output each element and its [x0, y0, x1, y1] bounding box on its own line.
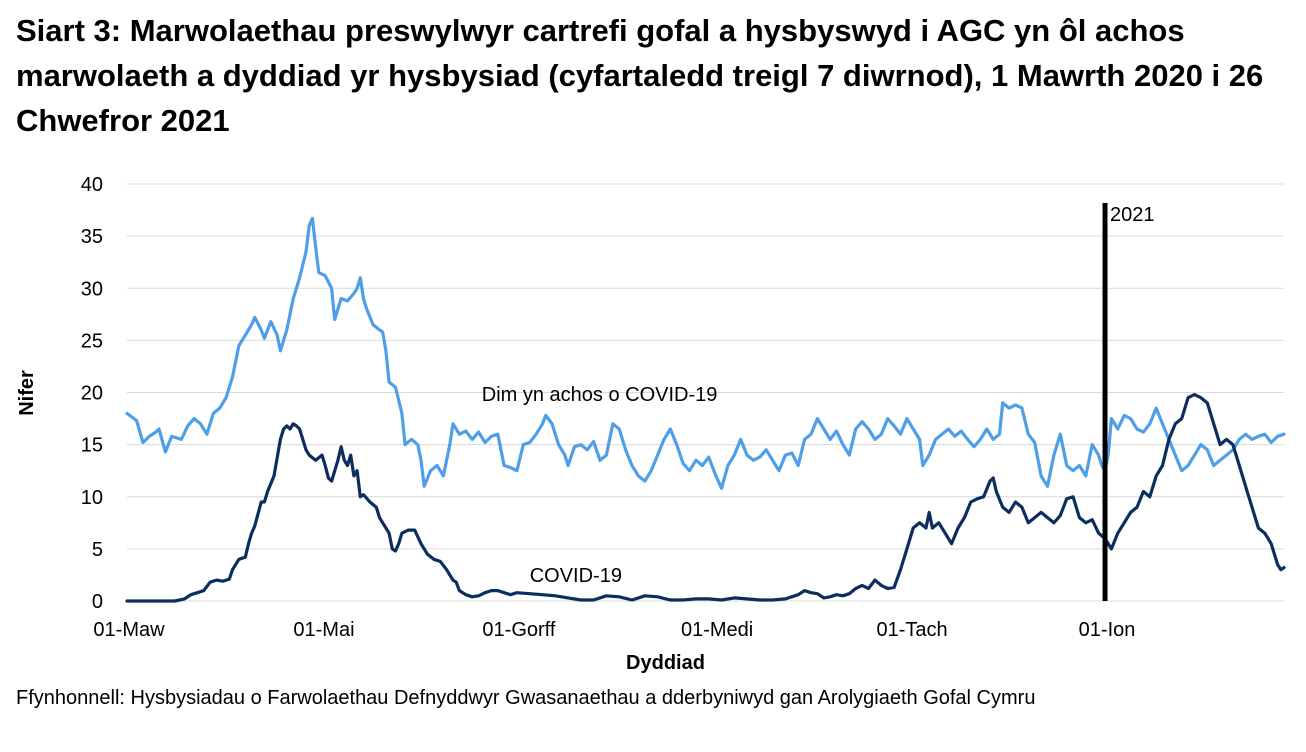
series-line-non-covid: [125, 216, 1286, 490]
y-tick-label: 35: [81, 226, 103, 248]
y-tick-label: 20: [81, 383, 103, 405]
year-marker: 2021: [1102, 203, 1155, 601]
x-tick-label: 01-Mai: [293, 619, 354, 641]
y-axis-title: Nifer: [16, 370, 38, 416]
y-tick-label: 30: [81, 278, 103, 300]
x-axis-title: Dyddiad: [626, 652, 705, 674]
y-tick-label: 25: [81, 330, 103, 352]
series-lines: [125, 216, 1286, 603]
x-tick-label: 01-Gorff: [482, 619, 555, 641]
x-tick-label: 01-Medi: [681, 619, 753, 641]
x-tick-label: 01-Tach: [876, 619, 947, 641]
series-line-covid: [125, 393, 1286, 603]
x-tick-label: 01-Ion: [1079, 619, 1136, 641]
y-tick-labels: 0 5 10 15 20 25 30 35 40: [81, 174, 103, 613]
y-tick-label: 10: [81, 487, 103, 509]
year-marker-label: 2021: [1110, 204, 1155, 226]
y-tick-label: 5: [92, 539, 103, 561]
y-tick-label: 15: [81, 435, 103, 457]
series-labels: Dim yn achos o COVID-19 COVID-19: [482, 384, 718, 587]
x-tick-label: 01-Maw: [93, 619, 165, 641]
y-tick-label: 40: [81, 174, 103, 196]
y-tick-label: 0: [92, 591, 103, 613]
x-tick-labels: 01-Maw 01-Mai 01-Gorff 01-Medi 01-Tach 01-Ion: [93, 619, 1135, 641]
series-label-covid: COVID-19: [530, 565, 622, 587]
source-note: Ffynhonnell: Hysbysiadau o Farwolaethau …: [16, 687, 1036, 709]
series-label-non-covid: Dim yn achos o COVID-19: [482, 384, 718, 406]
gridlines: [127, 183, 1284, 550]
chart-title: Siart 3: Marwolaethau preswylwyr cartref…: [16, 13, 1264, 138]
